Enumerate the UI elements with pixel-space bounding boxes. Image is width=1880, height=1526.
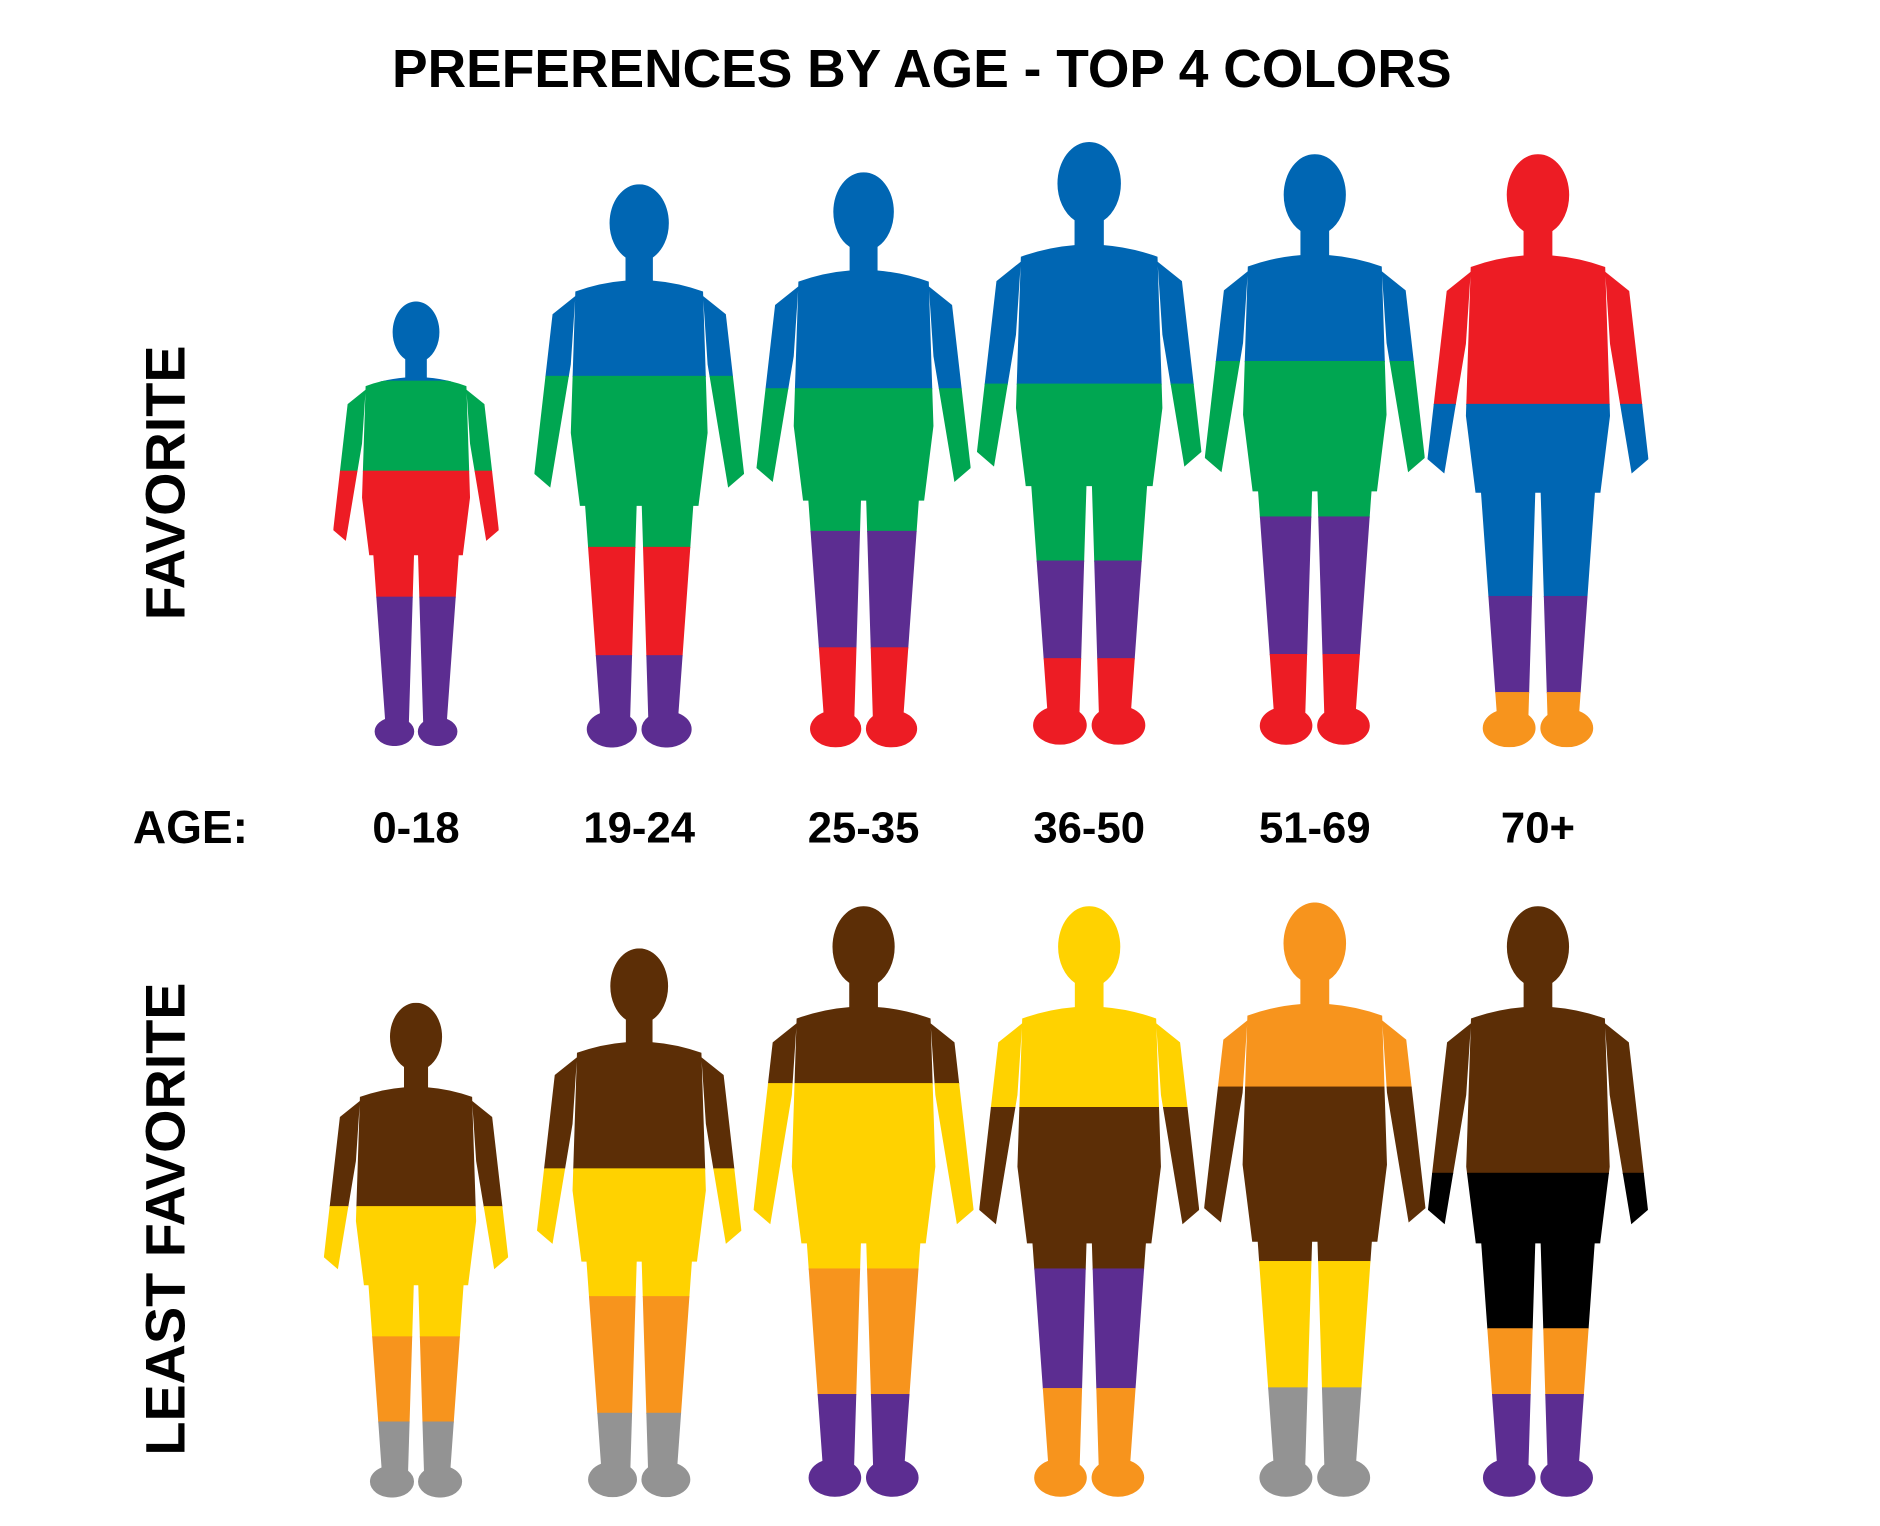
color-band	[1204, 154, 1425, 363]
color-band	[534, 655, 745, 748]
color-band	[1204, 1086, 1426, 1263]
silhouette	[536, 948, 742, 1498]
color-band	[756, 172, 971, 390]
age-group: 19-24	[583, 803, 695, 852]
age-group: 25-35	[808, 803, 920, 852]
least-favorite-label: LEAST FAVORITE	[134, 982, 197, 1455]
color-band	[1204, 516, 1425, 656]
silhouette-fill	[536, 948, 742, 1498]
color-band	[753, 1268, 974, 1396]
silhouette	[979, 906, 1200, 1497]
color-band	[1204, 902, 1426, 1088]
age-label: AGE:	[133, 801, 248, 853]
silhouette	[323, 1002, 509, 1498]
age-group: 0-18	[372, 803, 459, 852]
color-band	[979, 1268, 1200, 1390]
silhouette	[1204, 154, 1425, 745]
age-group: 36-50	[1033, 803, 1145, 852]
color-band	[534, 546, 745, 657]
color-band	[536, 1168, 742, 1298]
color-band	[1427, 595, 1649, 694]
silhouette	[1204, 902, 1426, 1497]
silhouette-fill	[323, 1002, 509, 1498]
color-band	[323, 1421, 509, 1498]
age-group: 51-69	[1259, 803, 1371, 852]
silhouette	[333, 301, 499, 747]
color-band	[1427, 1394, 1648, 1497]
color-band	[1204, 1261, 1426, 1389]
silhouette-fill	[979, 906, 1200, 1497]
color-band	[753, 1394, 974, 1497]
silhouette	[753, 906, 974, 1497]
color-band	[1427, 906, 1648, 1174]
color-band	[979, 1107, 1200, 1270]
color-band	[1204, 653, 1425, 745]
color-band	[333, 470, 499, 598]
color-band	[323, 1002, 509, 1208]
color-band	[756, 647, 971, 748]
favorite-label: FAVORITE	[134, 345, 197, 620]
color-band	[976, 560, 1202, 660]
color-band	[333, 596, 499, 747]
silhouette-fill	[333, 301, 499, 747]
color-band	[1427, 692, 1649, 748]
color-band	[536, 948, 742, 1170]
color-band	[979, 1388, 1200, 1497]
color-band	[536, 1296, 742, 1414]
color-band	[1427, 403, 1649, 598]
color-band	[323, 1206, 509, 1338]
silhouette-fill	[1427, 154, 1649, 748]
color-band	[976, 658, 1202, 745]
color-band	[534, 375, 745, 549]
silhouette-fill	[753, 906, 974, 1497]
color-band	[333, 380, 499, 472]
color-band	[979, 906, 1200, 1109]
silhouette	[756, 172, 971, 748]
color-band	[756, 530, 971, 649]
color-band	[323, 1336, 509, 1423]
color-band	[1427, 1328, 1648, 1396]
age-group: 70+	[1501, 803, 1575, 852]
color-band	[976, 383, 1202, 562]
color-band	[1427, 154, 1649, 406]
silhouette	[976, 142, 1202, 745]
color-band	[976, 142, 1202, 385]
silhouette	[1427, 906, 1648, 1497]
silhouette	[534, 184, 745, 748]
color-band	[1204, 1387, 1426, 1497]
silhouette-fill	[1204, 154, 1425, 745]
silhouette-fill	[756, 172, 971, 748]
color-band	[753, 906, 974, 1085]
color-band	[753, 1083, 974, 1270]
color-band	[534, 184, 745, 377]
color-band	[1204, 360, 1425, 518]
silhouette-fill	[1204, 902, 1426, 1497]
color-band	[756, 388, 971, 533]
title: PREFERENCES BY AGE - TOP 4 COLORS	[392, 40, 1452, 99]
color-band	[536, 1412, 742, 1498]
silhouette-fill	[1427, 906, 1648, 1497]
color-band	[333, 301, 499, 382]
color-band	[1427, 1172, 1648, 1330]
silhouette-fill	[534, 184, 745, 748]
silhouette-fill	[976, 142, 1202, 745]
silhouette	[1427, 154, 1649, 748]
